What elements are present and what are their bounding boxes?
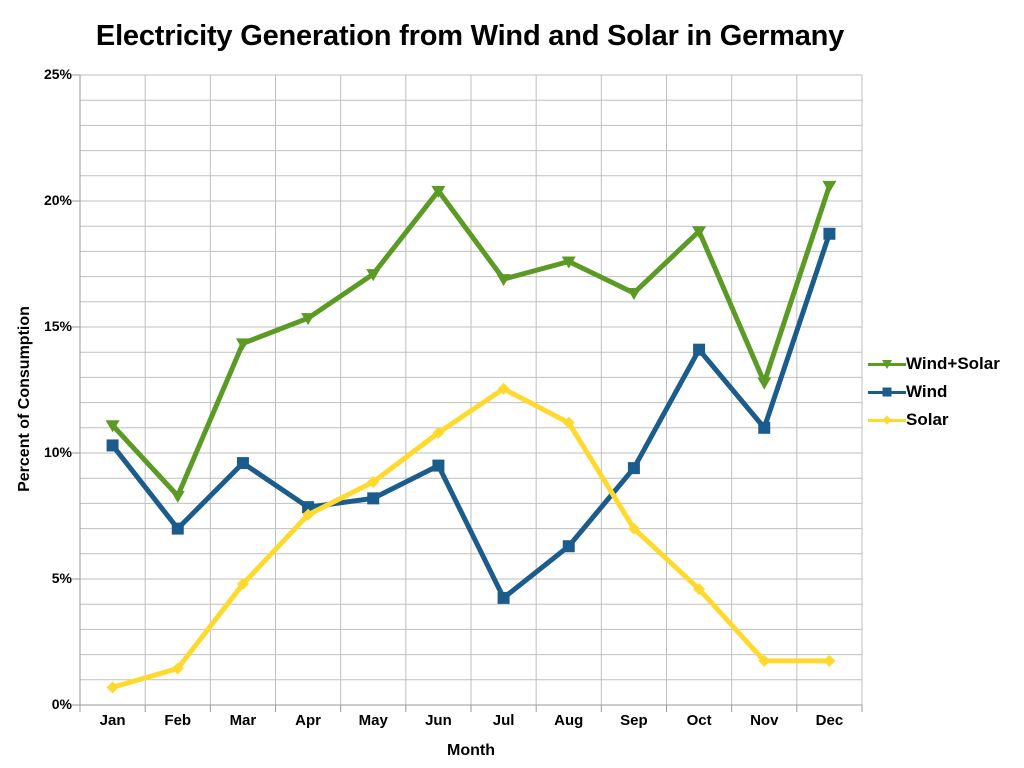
square-marker (693, 343, 706, 356)
x-axis-tick-label: Oct (686, 712, 712, 729)
series-line (111, 385, 830, 690)
triangle-down-marker (431, 185, 446, 198)
triangle-down-marker (496, 274, 511, 287)
diamond-marker (106, 681, 119, 694)
diamond-marker (497, 382, 510, 395)
x-axis-title: Month (447, 742, 495, 759)
triangle-down-marker (235, 338, 250, 351)
chart-legend: Wind+Solar Wind Solar (868, 350, 1024, 434)
axes (72, 74, 863, 712)
square-icon (882, 387, 892, 397)
diamond-marker (432, 426, 445, 439)
triangle-down-marker (301, 313, 316, 326)
x-axis-tick-label: Jun (425, 712, 452, 729)
triangle-down-marker (757, 377, 772, 390)
triangle-down-marker (626, 287, 641, 300)
diamond-marker (693, 583, 706, 596)
square-marker (367, 492, 380, 505)
square-marker (171, 522, 184, 535)
chart-title: Electricity Generation from Wind and Sol… (95, 20, 845, 52)
x-axis-tick-label: Nov (750, 712, 779, 729)
square-marker (302, 501, 315, 514)
legend-label-wind: Wind (906, 382, 948, 401)
diamond-marker (236, 578, 249, 591)
x-axis-tick-label: Sep (620, 712, 648, 729)
series-wind-solar (105, 180, 837, 503)
diamond-marker (302, 508, 315, 521)
triangle-down-marker (366, 269, 381, 282)
series-wind (106, 227, 836, 604)
square-marker (236, 457, 249, 470)
diamond-marker (562, 416, 575, 429)
x-axis-tick-label: Apr (295, 712, 321, 729)
y-axis-tick-label: 5% (51, 570, 72, 586)
triangle-down-marker (692, 226, 707, 239)
x-axis-tick-label: Mar (229, 712, 257, 729)
y-axis-tick-label: 25% (43, 66, 72, 82)
diamond-marker (367, 475, 380, 488)
square-marker (758, 421, 771, 434)
series-line (110, 232, 832, 602)
legend-label-wind-solar: Wind+Solar (906, 354, 1000, 373)
square-marker (823, 227, 836, 240)
triangle-down-marker (105, 420, 120, 433)
series-solar (106, 382, 836, 694)
triangle-down-marker (822, 180, 837, 193)
square-marker (106, 439, 119, 452)
x-axis-tick-label: Dec (815, 712, 844, 729)
square-marker (497, 591, 510, 604)
diamond-marker (627, 522, 640, 535)
legend-item-solar[interactable]: Solar (868, 406, 1024, 434)
x-axis-tick-label: May (358, 712, 388, 729)
diamond-marker (823, 654, 836, 667)
square-marker (562, 540, 575, 553)
legend-item-wind-solar[interactable]: Wind+Solar (868, 350, 1024, 378)
triangle-down-marker (561, 256, 576, 269)
y-axis-tick-label: 20% (43, 192, 72, 208)
legend-swatch-wind (868, 383, 906, 401)
gridlines (79, 74, 863, 706)
square-marker (627, 462, 640, 475)
diamond-marker (758, 654, 771, 667)
y-axis-tick-label: 0% (51, 696, 72, 712)
y-axis-tick-label: 10% (43, 444, 72, 460)
x-axis-tick-label: Jan (99, 712, 126, 729)
y-axis-tick-label: 15% (43, 318, 72, 334)
series-line (110, 185, 832, 501)
legend-label-solar: Solar (906, 410, 949, 429)
legend-swatch-wind-solar (868, 355, 906, 373)
diamond-marker (171, 662, 184, 675)
triangle-down-icon (882, 360, 892, 369)
legend-swatch-solar (868, 411, 906, 429)
x-axis-tick-label: Jul (492, 712, 515, 729)
legend-item-wind[interactable]: Wind (868, 378, 1024, 406)
triangle-down-marker (170, 490, 185, 503)
x-axis-tick-label: Aug (554, 712, 584, 729)
square-marker (432, 459, 445, 472)
diamond-icon (882, 415, 892, 425)
x-axis-tick-label: Feb (164, 712, 192, 729)
